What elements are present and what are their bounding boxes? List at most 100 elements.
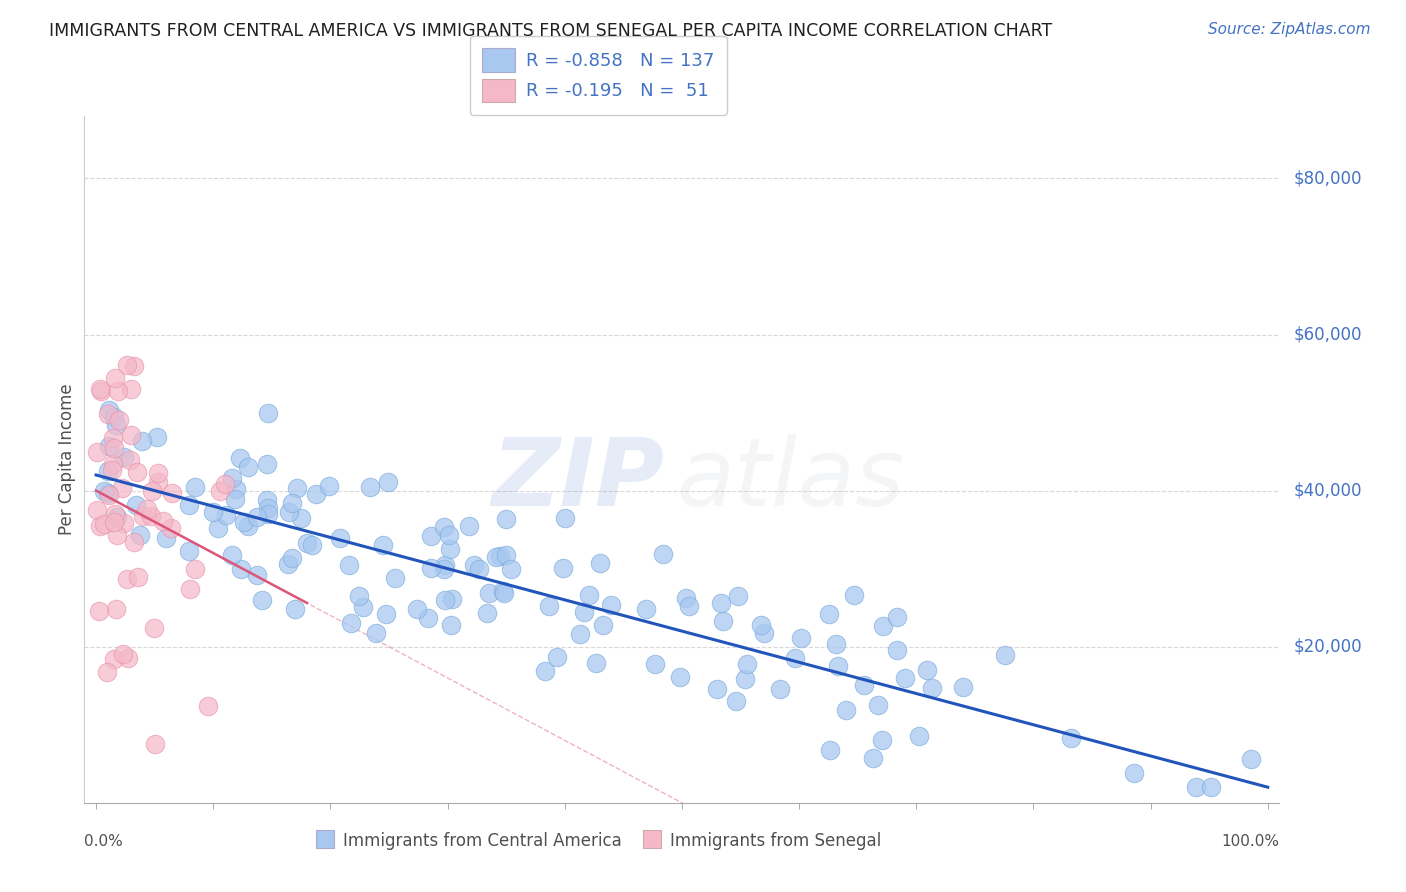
Point <box>790 631 813 645</box>
Point <box>578 588 600 602</box>
Point <box>177 543 200 558</box>
Legend: Immigrants from Central America, Immigrants from Senegal: Immigrants from Central America, Immigra… <box>308 825 889 856</box>
Point <box>768 682 790 697</box>
Point <box>89 519 111 533</box>
Point <box>232 515 254 529</box>
Point <box>710 596 733 610</box>
Point <box>103 431 125 445</box>
Point <box>636 602 658 616</box>
Point <box>1240 752 1263 766</box>
Point <box>281 496 304 510</box>
Point <box>101 457 124 471</box>
Point <box>492 584 515 599</box>
Point <box>104 371 127 385</box>
Point <box>437 527 460 541</box>
Point <box>236 460 259 475</box>
Point <box>103 652 125 666</box>
Point <box>534 664 557 678</box>
Point <box>257 406 280 420</box>
Point <box>112 450 135 464</box>
Point <box>104 418 127 433</box>
Point <box>278 505 301 519</box>
Point <box>97 440 120 454</box>
Point <box>711 614 734 628</box>
Point <box>221 471 243 485</box>
Point <box>485 550 508 565</box>
Point <box>120 382 142 396</box>
Point <box>112 647 135 661</box>
Point <box>125 499 148 513</box>
Point <box>406 601 429 615</box>
Point <box>103 516 125 530</box>
Point <box>90 384 112 399</box>
Point <box>160 521 183 535</box>
Text: $60,000: $60,000 <box>1294 326 1362 343</box>
Point <box>115 358 138 372</box>
Point <box>546 650 568 665</box>
Point <box>277 557 299 571</box>
Point <box>132 508 155 523</box>
Point <box>284 601 307 615</box>
Point <box>107 384 129 398</box>
Point <box>118 453 141 467</box>
Point <box>122 359 145 373</box>
Point <box>893 671 915 685</box>
Point <box>93 483 115 498</box>
Text: IMMIGRANTS FROM CENTRAL AMERICA VS IMMIGRANTS FROM SENEGAL PER CAPITA INCOME COR: IMMIGRANTS FROM CENTRAL AMERICA VS IMMIG… <box>49 22 1053 40</box>
Point <box>285 481 308 495</box>
Point <box>238 519 260 533</box>
Point <box>352 599 374 614</box>
Point <box>886 643 908 657</box>
Point <box>257 500 280 515</box>
Point <box>160 486 183 500</box>
Point <box>375 607 398 622</box>
Point <box>148 466 170 480</box>
Point <box>678 599 700 614</box>
Point <box>179 499 201 513</box>
Point <box>475 606 498 620</box>
Point <box>492 586 515 600</box>
Point <box>364 625 387 640</box>
Point <box>488 549 510 564</box>
Point <box>301 538 323 552</box>
Point <box>148 475 170 489</box>
Point <box>433 593 456 607</box>
Point <box>727 589 749 603</box>
Point <box>825 637 848 651</box>
Point <box>725 694 748 708</box>
Point <box>592 617 614 632</box>
Point <box>669 669 692 683</box>
Point <box>499 562 522 576</box>
Point <box>280 550 302 565</box>
Point <box>572 606 595 620</box>
Point <box>103 410 125 425</box>
Point <box>553 561 575 575</box>
Point <box>1199 780 1222 795</box>
Point <box>104 507 127 521</box>
Point <box>143 737 166 751</box>
Point <box>201 505 224 519</box>
Point <box>420 529 443 543</box>
Point <box>297 536 319 550</box>
Point <box>224 492 246 507</box>
Point <box>184 480 207 494</box>
Point <box>329 531 352 545</box>
Point <box>131 434 153 448</box>
Point <box>146 430 169 444</box>
Point <box>290 511 312 525</box>
Point <box>568 627 591 641</box>
Point <box>866 698 889 712</box>
Point <box>97 464 120 478</box>
Point <box>644 657 666 672</box>
Point <box>433 519 456 533</box>
Point <box>434 558 457 573</box>
Point <box>104 602 127 616</box>
Text: Source: ZipAtlas.com: Source: ZipAtlas.com <box>1208 22 1371 37</box>
Point <box>97 485 120 500</box>
Point <box>152 514 174 528</box>
Point <box>495 549 517 563</box>
Point <box>107 413 129 427</box>
Point <box>229 450 252 465</box>
Point <box>818 607 841 621</box>
Point <box>588 556 610 570</box>
